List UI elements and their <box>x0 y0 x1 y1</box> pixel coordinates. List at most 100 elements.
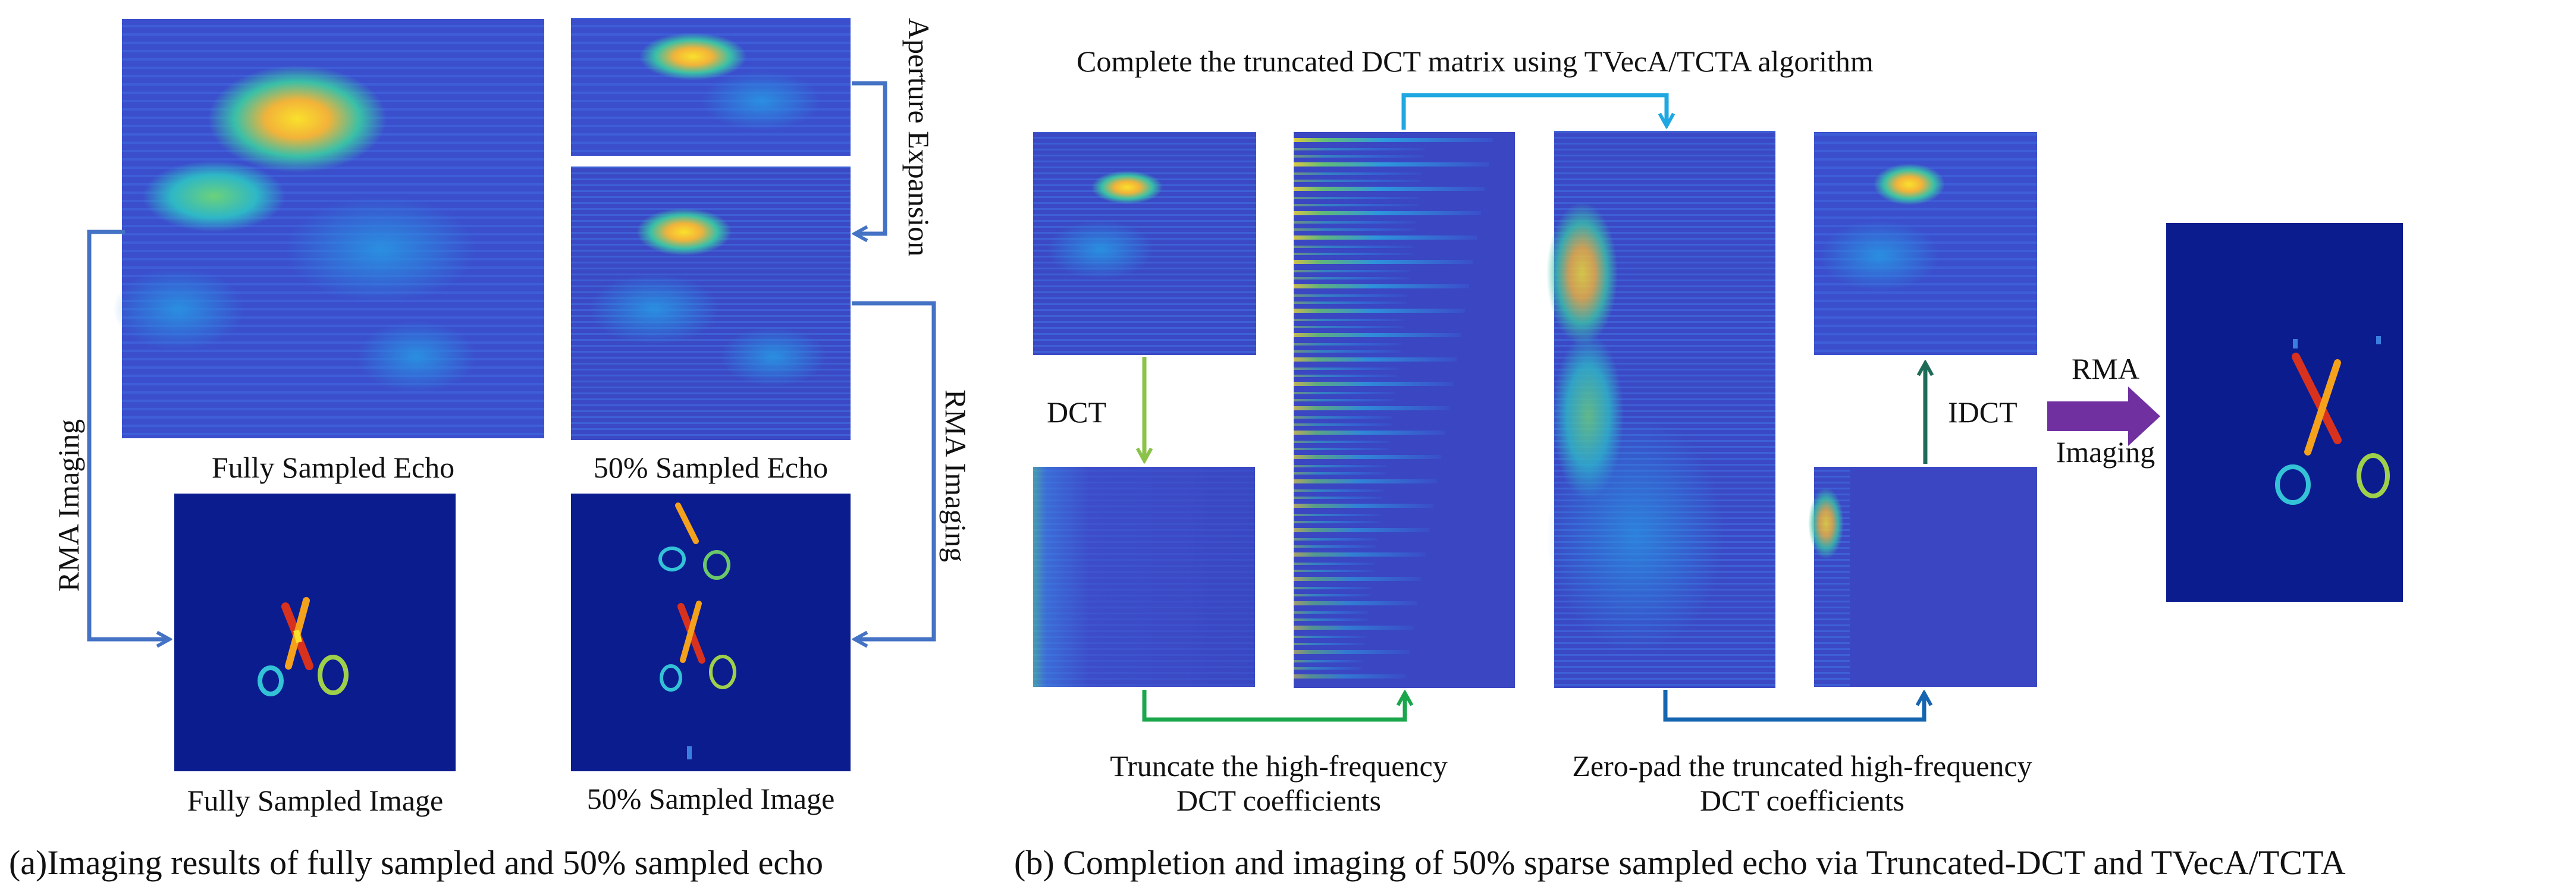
zero-pad-label-line2: DCT coefficients <box>1700 783 1904 817</box>
dct-row <box>1294 253 1413 255</box>
dct-row <box>1294 465 1387 467</box>
dct-row <box>1294 587 1372 589</box>
dct-row <box>1294 441 1390 443</box>
dct-row <box>1294 406 1449 410</box>
truncate-label-line1: Truncate the high-frequency <box>1110 749 1448 783</box>
dct-row <box>1294 455 1442 459</box>
dct-label: DCT <box>1047 395 1106 429</box>
dct-row <box>1294 636 1366 638</box>
zero-pad-label: Zero-pad the truncated high-frequency DC… <box>1523 749 2082 818</box>
aperture-expansion-label: Aperture Expansion <box>902 18 936 257</box>
aperture-expansion-arrow <box>852 81 887 234</box>
dct-row <box>1294 228 1416 231</box>
final-reconstructed-image <box>2166 223 2403 602</box>
fully-sampled-image-label: Fully Sampled Image <box>187 784 444 817</box>
truncate-arrow <box>1142 690 1405 722</box>
truncate-label-line2: DCT coefficients <box>1176 783 1381 817</box>
dct-row <box>1294 155 1425 158</box>
dct-row <box>1294 368 1399 370</box>
dct-row <box>1294 350 1401 353</box>
dct-row <box>1294 431 1446 435</box>
dct-row <box>1294 357 1457 362</box>
fully-sampled-image <box>174 494 456 771</box>
completed-dct-rows <box>1294 138 1493 679</box>
dct-row <box>1294 528 1430 532</box>
dct-row <box>1294 570 1374 572</box>
half-sampled-echo-label: 50% Sampled Echo <box>593 451 829 484</box>
sparse-echo-image <box>1033 132 1256 355</box>
half-sampled-echo-top-image <box>571 18 851 156</box>
dct-row <box>1294 650 1410 654</box>
dct-row <box>1294 284 1469 288</box>
imaging-label: Imaging <box>2056 435 2155 469</box>
panel-b-caption: (b) Completion and imaging of 50% sparse… <box>1014 843 2346 882</box>
dct-row <box>1294 392 1396 394</box>
dct-row <box>1294 416 1393 419</box>
dct-row <box>1294 333 1461 337</box>
dct-row <box>1294 319 1405 321</box>
zero-pad-label-line1: Zero-pad the truncated high-frequency <box>1572 749 2032 783</box>
rma-imaging-right-label: RMA Imaging <box>939 390 972 563</box>
dct-row <box>1294 172 1423 175</box>
dct-row <box>1294 504 1434 508</box>
dct-row <box>1294 538 1378 541</box>
dct-row <box>1294 667 1363 670</box>
dct-row <box>1294 375 1398 377</box>
rma-imaging-left-label: RMA Imaging <box>52 419 85 592</box>
half-sampled-image-label: 50% Sampled Image <box>586 782 835 815</box>
dct-row <box>1294 423 1392 426</box>
dct-row <box>1294 577 1422 581</box>
dct-row <box>1294 514 1381 516</box>
dct-row <box>1294 448 1389 450</box>
rma-imaging-left-arrow <box>87 230 170 639</box>
dct-row <box>1294 552 1426 557</box>
rma-imaging-block-arrow <box>2047 387 2160 446</box>
dct-row <box>1294 594 1371 596</box>
dct-row <box>1294 479 1438 483</box>
dct-row <box>1294 187 1485 191</box>
dct-row <box>1294 204 1419 206</box>
zero-padded-dct-small <box>1808 467 2037 687</box>
dct-row <box>1294 643 1365 645</box>
fully-sampled-echo-label: Fully Sampled Echo <box>211 451 455 484</box>
dct-row <box>1294 660 1363 662</box>
zero-padded-dct-matrix <box>1546 131 1775 688</box>
zero-pad-arrow <box>1663 690 1924 722</box>
half-sampled-echo-image <box>571 167 851 440</box>
dct-row <box>1294 382 1454 386</box>
rma-label: RMA <box>2072 352 2139 385</box>
dct-row <box>1294 309 1466 313</box>
dct-row <box>1294 489 1384 492</box>
dct-row <box>1294 246 1414 248</box>
dct-row <box>1294 618 1368 621</box>
dct-row <box>1294 497 1383 499</box>
fully-sampled-echo-image <box>113 19 544 438</box>
dct-row <box>1294 674 1406 679</box>
truncate-label: Truncate the high-frequency DCT coeffici… <box>1053 749 1505 818</box>
truncated-dct-matrix <box>1033 467 1255 687</box>
rma-imaging-right-arrow <box>852 301 936 639</box>
dct-row <box>1294 211 1481 215</box>
dct-row <box>1294 301 1407 304</box>
dct-row <box>1294 270 1411 272</box>
dct-row <box>1294 563 1375 565</box>
dct-row <box>1294 521 1380 523</box>
complete-dct-arrow <box>1401 93 1667 130</box>
complete-dct-title: Complete the truncated DCT matrix using … <box>1077 45 1874 78</box>
dct-row <box>1294 343 1402 346</box>
dct-row <box>1294 472 1386 475</box>
dct-row <box>1294 148 1426 150</box>
dct-row <box>1294 601 1418 605</box>
dct-row <box>1294 180 1422 182</box>
dct-row <box>1294 399 1395 401</box>
recovered-echo-image <box>1814 132 2037 355</box>
dct-row <box>1294 277 1410 279</box>
half-sampled-image <box>571 494 851 771</box>
dct-row <box>1294 235 1477 240</box>
dct-row <box>1294 326 1404 328</box>
panel-a-caption: (a)Imaging results of fully sampled and … <box>9 843 824 882</box>
dct-row <box>1294 545 1377 548</box>
dct-row <box>1294 611 1369 614</box>
dct-row <box>1294 260 1473 264</box>
